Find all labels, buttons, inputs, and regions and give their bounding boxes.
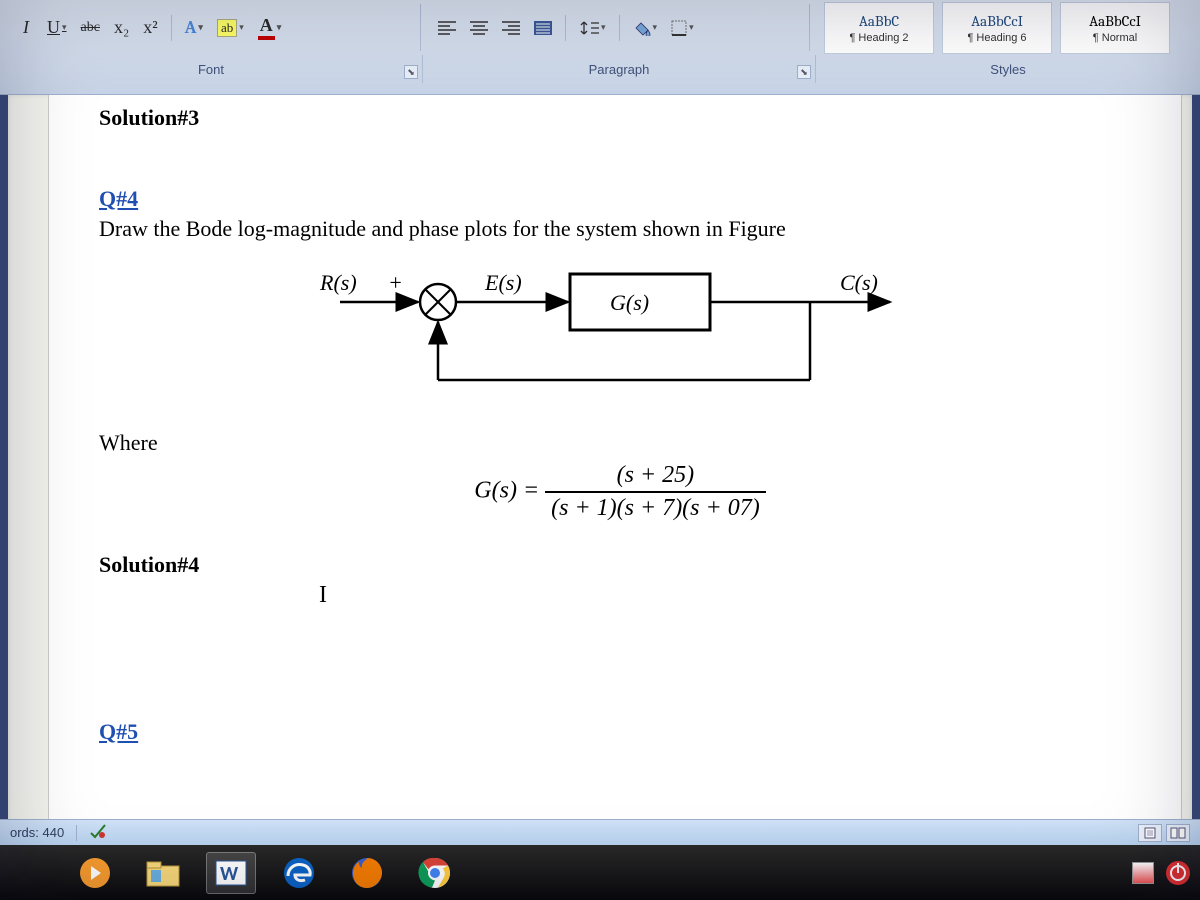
firefox-icon <box>350 856 384 890</box>
separator <box>76 825 77 841</box>
label-gs: G(s) <box>610 290 649 315</box>
style-name: ¶ Normal <box>1093 32 1137 44</box>
block-diagram: R(s) + E(s) G(s) C(s) <box>310 260 930 420</box>
q4-text: Draw the Bode log-magnitude and phase pl… <box>99 216 1141 242</box>
shading-button[interactable] <box>628 14 663 42</box>
italic-button[interactable]: I <box>14 14 38 42</box>
media-player-taskbar-icon[interactable] <box>70 852 120 894</box>
paint-bucket-icon <box>633 20 651 36</box>
taskbar-tray <box>1132 845 1192 900</box>
play-icon <box>78 856 112 890</box>
paragraph-group-label: Paragraph ⬊ <box>423 55 816 83</box>
align-right-icon <box>502 21 520 35</box>
strikethrough-button[interactable]: abc <box>76 14 105 42</box>
word-count[interactable]: ords: 440 <box>10 825 64 840</box>
align-center-icon <box>470 21 488 35</box>
style-heading6[interactable]: AaBbCcI ¶ Heading 6 <box>942 2 1052 54</box>
style-sample: AaBbCcI <box>971 12 1023 30</box>
label-rs: R(s) <box>319 270 357 295</box>
heading-q5: Q#5 <box>99 719 1141 745</box>
label-text: Styles <box>990 62 1025 77</box>
justify-icon <box>534 21 552 35</box>
text-effects-button[interactable]: A <box>180 14 208 42</box>
separator <box>619 15 620 41</box>
formula-denominator: (s + 1)(s + 7)(s + 07) <box>545 493 766 522</box>
folder-icon <box>145 858 181 888</box>
chrome-taskbar-icon[interactable] <box>410 852 460 894</box>
styles-group-label: Styles <box>816 55 1200 83</box>
view-controls <box>1138 824 1190 842</box>
label-es: E(s) <box>484 270 522 295</box>
edge-taskbar-icon[interactable] <box>274 852 324 894</box>
taskbar: W <box>0 845 1200 900</box>
heading-solution3: Solution#3 <box>99 105 1141 131</box>
document-area: Solution#3 Q#4 Draw the Bode log-magnitu… <box>8 95 1192 835</box>
firefox-taskbar-icon[interactable] <box>342 852 392 894</box>
book-icon <box>1170 827 1186 839</box>
heading-q4: Q#4 <box>99 186 1141 212</box>
superscript-button[interactable]: x² <box>138 14 162 42</box>
style-sample: AaBbCcI <box>1089 12 1141 30</box>
style-normal[interactable]: AaBbCcI ¶ Normal <box>1060 2 1170 54</box>
transfer-function-formula: G(s) = (s + 25) (s + 1)(s + 7)(s + 07) <box>99 462 1141 522</box>
proofing-icon[interactable] <box>89 823 107 842</box>
page-icon <box>1143 827 1157 839</box>
underline-button[interactable]: U <box>42 14 72 42</box>
separator <box>565 15 566 41</box>
style-heading2[interactable]: AaBbC ¶ Heading 2 <box>824 2 934 54</box>
where-label: Where <box>99 430 1141 456</box>
explorer-taskbar-icon[interactable] <box>138 852 188 894</box>
label-cs: C(s) <box>840 270 878 295</box>
styles-group: AaBbC ¶ Heading 2 AaBbCcI ¶ Heading 6 Aa… <box>814 4 1194 51</box>
highlight-button[interactable]: ab <box>212 14 249 42</box>
heading-solution4: Solution#4 <box>99 552 1141 578</box>
separator <box>171 15 172 41</box>
action-center-icon[interactable] <box>1132 862 1154 884</box>
text-cursor: I <box>319 582 1141 609</box>
status-bar: ords: 440 <box>0 819 1200 845</box>
formula-fraction: (s + 25) (s + 1)(s + 7)(s + 07) <box>545 462 766 522</box>
font-group-label: Font ⬊ <box>0 55 423 83</box>
align-left-icon <box>438 21 456 35</box>
align-left-button[interactable] <box>433 14 461 42</box>
line-spacing-icon <box>579 20 599 36</box>
print-layout-view-button[interactable] <box>1138 824 1162 842</box>
ribbon-controls: I U abc x₂ x² A ab A <box>0 0 1200 55</box>
word-icon: W <box>214 858 248 888</box>
font-color-button[interactable]: A <box>253 14 287 42</box>
power-icon[interactable] <box>1164 859 1192 887</box>
label-text: Paragraph <box>589 62 650 77</box>
ribbon-group-labels: Font ⬊ Paragraph ⬊ Styles <box>0 55 1200 83</box>
highlight-icon: ab <box>217 19 237 37</box>
ribbon: I U abc x₂ x² A ab A <box>0 0 1200 95</box>
word-taskbar-icon[interactable]: W <box>206 852 256 894</box>
align-right-button[interactable] <box>497 14 525 42</box>
diagram-svg: R(s) + E(s) G(s) C(s) <box>310 260 930 420</box>
formula-numerator: (s + 25) <box>545 462 766 493</box>
reading-view-button[interactable] <box>1166 824 1190 842</box>
formula-lhs: G(s) = <box>474 478 539 504</box>
borders-icon <box>671 20 687 36</box>
label-text: Font <box>198 62 224 77</box>
chrome-icon <box>418 856 452 890</box>
style-name: ¶ Heading 2 <box>849 32 908 44</box>
edge-icon <box>282 856 316 890</box>
font-group: I U abc x₂ x² A ab A <box>6 4 421 51</box>
line-spacing-button[interactable] <box>574 14 611 42</box>
borders-button[interactable] <box>666 14 699 42</box>
svg-text:W: W <box>220 862 239 886</box>
style-name: ¶ Heading 6 <box>967 32 1026 44</box>
paragraph-group <box>425 4 810 51</box>
paragraph-dialog-launcher[interactable]: ⬊ <box>797 65 811 79</box>
align-center-button[interactable] <box>465 14 493 42</box>
style-sample: AaBbC <box>859 12 899 30</box>
justify-button[interactable] <box>529 14 557 42</box>
page[interactable]: Solution#3 Q#4 Draw the Bode log-magnitu… <box>48 95 1182 835</box>
font-color-icon: A <box>258 15 275 40</box>
font-dialog-launcher[interactable]: ⬊ <box>404 65 418 79</box>
subscript-button[interactable]: x₂ <box>109 14 134 42</box>
label-plus: + <box>388 270 403 295</box>
